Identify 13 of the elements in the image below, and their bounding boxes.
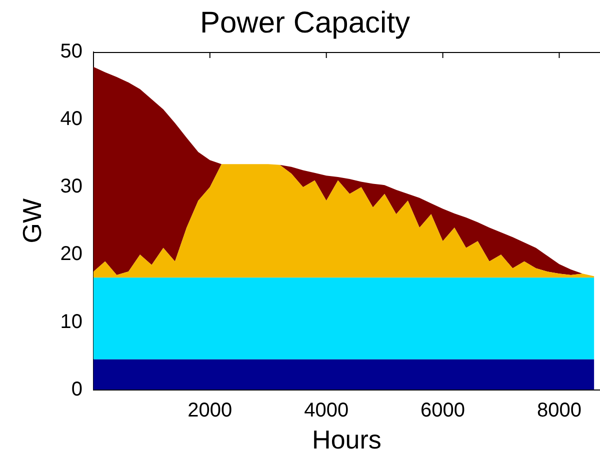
x-axis-title: Hours [312, 424, 382, 455]
y-tick-label: 30 [60, 176, 82, 198]
x-tick-label: 2000 [188, 399, 232, 422]
chart-title: Power Capacity [200, 6, 410, 40]
y-tick-label: 20 [60, 243, 82, 266]
y-tick-label: 40 [60, 108, 82, 130]
y-tick-label: 0 [71, 378, 82, 400]
x-tick-label: 4000 [304, 399, 349, 422]
y-tick-label: 50 [60, 40, 82, 63]
y-tick-label: 10 [60, 310, 82, 333]
y-axis-title: GW [16, 198, 47, 244]
x-tick-label: 8000 [536, 399, 582, 422]
x-tick-label: 6000 [420, 399, 466, 422]
